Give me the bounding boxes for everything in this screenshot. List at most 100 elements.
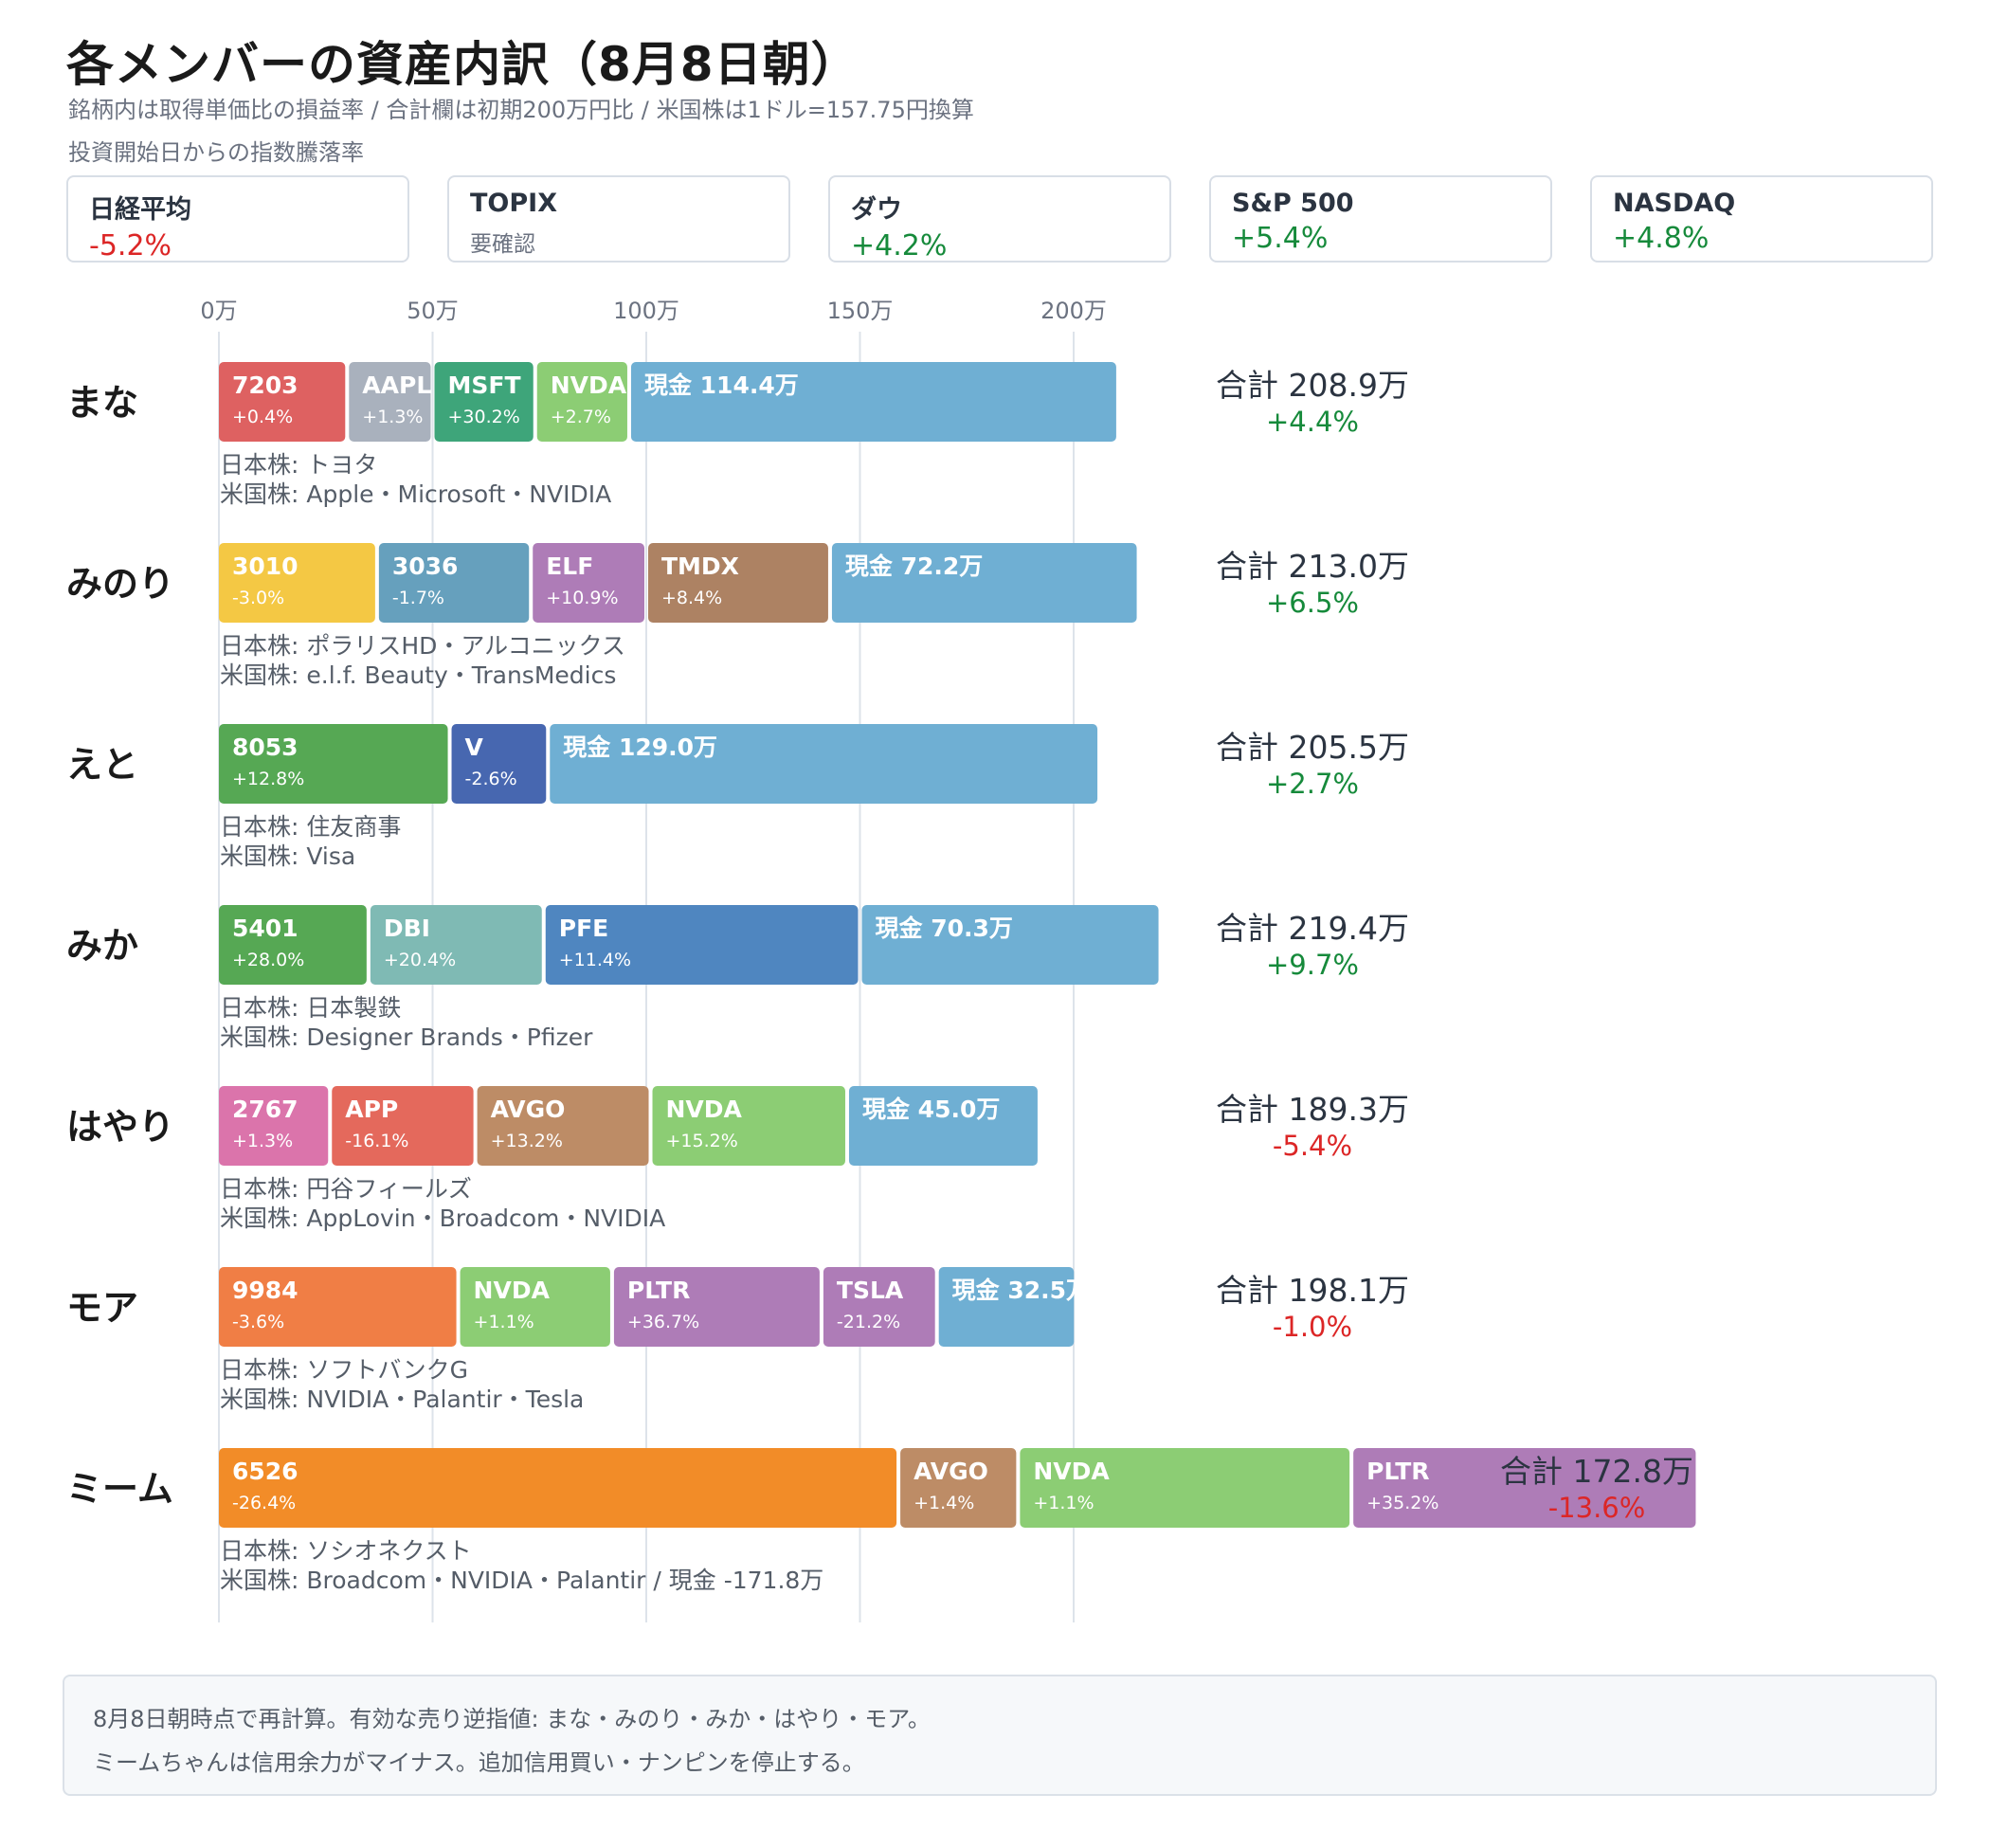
segment-change: +1.4% bbox=[914, 1493, 974, 1513]
index-value: +4.2% bbox=[851, 229, 948, 263]
member-total-change: +6.5% bbox=[1266, 587, 1359, 619]
bar-segment bbox=[219, 362, 346, 442]
us-holdings-note: 米国株: Broadcom・NVIDIA・Palantir / 現金 -171.… bbox=[220, 1567, 823, 1594]
footer-note-line: 8月8日朝時点で再計算。有効な売り逆指値: まな・みのり・みか・はやり・モア。 bbox=[93, 1706, 931, 1732]
bar-segment bbox=[533, 543, 644, 623]
index-value: -5.2% bbox=[89, 229, 172, 263]
segment-label: 6526 bbox=[232, 1458, 298, 1485]
bar-segment bbox=[652, 1086, 845, 1166]
index-card: S&P 500 +5.4% bbox=[1209, 175, 1552, 263]
bar-segment bbox=[332, 1086, 474, 1166]
segment-label: AAPL bbox=[362, 371, 431, 399]
segment-change: -1.7% bbox=[392, 588, 444, 608]
jp-holdings-note: 日本株: 円谷フィールズ bbox=[220, 1175, 472, 1203]
segment-change: +1.3% bbox=[362, 407, 423, 427]
member-total: 合計 189.3万 bbox=[1216, 1091, 1409, 1128]
segment-label: 現金 70.3万 bbox=[876, 915, 1013, 942]
member-name: モア bbox=[66, 1287, 138, 1329]
segment-label: 9984 bbox=[232, 1277, 298, 1304]
segment-change: +28.0% bbox=[232, 950, 304, 970]
segment-label: 現金 32.5万 bbox=[952, 1277, 1090, 1304]
member-total-change: -13.6% bbox=[1548, 1492, 1646, 1524]
member-total-change: +4.4% bbox=[1266, 406, 1359, 438]
segment-label: 現金 114.4万 bbox=[644, 371, 799, 399]
jp-holdings-note: 日本株: 日本製鉄 bbox=[220, 994, 401, 1022]
bar-segment bbox=[550, 724, 1098, 804]
page-subtitle: 銘柄内は取得単価比の損益率 / 合計欄は初期200万円比 / 米国株は1ドル=1… bbox=[68, 97, 974, 123]
member-name: みのり bbox=[66, 563, 174, 605]
segment-label: 7203 bbox=[232, 371, 298, 399]
segment-change: -26.4% bbox=[232, 1493, 296, 1513]
index-name: TOPIX bbox=[470, 189, 558, 218]
x-tick-label: 0万 bbox=[200, 298, 237, 324]
index-name: 日経平均 bbox=[89, 195, 191, 225]
bar-segment bbox=[938, 1267, 1075, 1347]
segment-label: NVDA bbox=[666, 1096, 743, 1123]
index-value: +4.8% bbox=[1613, 222, 1710, 255]
segment-label: AVGO bbox=[914, 1458, 988, 1485]
member-total: 合計 213.0万 bbox=[1216, 548, 1409, 585]
segment-change: -2.6% bbox=[465, 769, 517, 789]
segment-change: +12.8% bbox=[232, 769, 304, 789]
index-card: NASDAQ +4.8% bbox=[1590, 175, 1933, 263]
segment-label: ELF bbox=[546, 553, 593, 580]
jp-holdings-note: 日本株: トヨタ bbox=[220, 451, 377, 479]
bar-segment bbox=[1353, 1448, 1696, 1528]
jp-holdings-note: 日本株: 住友商事 bbox=[220, 813, 401, 841]
segment-change: -16.1% bbox=[345, 1131, 408, 1151]
segment-label: 5401 bbox=[232, 915, 298, 942]
member-name: みか bbox=[66, 925, 138, 967]
x-tick-label: 100万 bbox=[613, 298, 679, 324]
index-card: 日経平均 -5.2% bbox=[66, 175, 409, 263]
segment-change: -3.6% bbox=[232, 1312, 284, 1332]
us-holdings-note: 米国株: NVIDIA・Palantir・Tesla bbox=[220, 1386, 584, 1413]
segment-change: +2.7% bbox=[551, 407, 611, 427]
segment-change: +10.9% bbox=[546, 588, 618, 608]
bar-segment bbox=[861, 905, 1159, 985]
index-card: ダウ +4.2% bbox=[828, 175, 1171, 263]
bar-segment bbox=[219, 1267, 457, 1347]
jp-holdings-note: 日本株: ソシオネクスト bbox=[220, 1537, 472, 1565]
jp-holdings-note: 日本株: ポラリスHD・アルコニックス bbox=[220, 632, 625, 660]
segment-label: MSFT bbox=[448, 371, 521, 399]
segment-change: +1.1% bbox=[1033, 1493, 1094, 1513]
index-name: S&P 500 bbox=[1232, 189, 1354, 218]
member-name: ミーム bbox=[66, 1468, 173, 1510]
bar-segment bbox=[545, 905, 859, 985]
member-total-change: +2.7% bbox=[1266, 768, 1359, 800]
segment-change: -21.2% bbox=[837, 1312, 900, 1332]
segment-change: +20.4% bbox=[384, 950, 456, 970]
segment-change: +1.3% bbox=[232, 1131, 293, 1151]
member-total: 合計 172.8万 bbox=[1500, 1453, 1693, 1490]
segment-label: DBI bbox=[384, 915, 430, 942]
member-total-change: -5.4% bbox=[1273, 1130, 1352, 1162]
index-name: NASDAQ bbox=[1613, 189, 1736, 218]
bar-segment bbox=[349, 362, 431, 442]
segment-change: +30.2% bbox=[448, 407, 520, 427]
x-tick-label: 200万 bbox=[1040, 298, 1107, 324]
bar-segment bbox=[219, 1086, 329, 1166]
x-tick-label: 50万 bbox=[407, 298, 459, 324]
index-heading: 投資開始日からの指数騰落率 bbox=[68, 139, 364, 166]
segment-label: 3010 bbox=[232, 553, 298, 580]
segment-label: APP bbox=[345, 1096, 398, 1123]
us-holdings-note: 米国株: e.l.f. Beauty・TransMedics bbox=[220, 661, 616, 689]
bar-segment bbox=[219, 543, 375, 623]
bar-segment bbox=[536, 362, 627, 442]
member-name: まな bbox=[66, 382, 138, 424]
index-card: TOPIX 要確認 bbox=[447, 175, 790, 263]
member-name: えと bbox=[66, 744, 138, 786]
segment-label: 2767 bbox=[232, 1096, 298, 1123]
segment-label: AVGO bbox=[491, 1096, 566, 1123]
bar-segment bbox=[630, 362, 1116, 442]
bar-segment bbox=[451, 724, 547, 804]
member-total: 合計 198.1万 bbox=[1216, 1272, 1409, 1309]
segment-change: +36.7% bbox=[627, 1312, 699, 1332]
bar-segment bbox=[219, 1448, 897, 1528]
segment-label: TMDX bbox=[661, 553, 739, 580]
bar-segment bbox=[1020, 1448, 1350, 1528]
member-name: はやり bbox=[66, 1106, 174, 1148]
bar-segment bbox=[434, 362, 534, 442]
segment-change: +1.1% bbox=[474, 1312, 534, 1332]
us-holdings-note: 米国株: Visa bbox=[220, 842, 355, 870]
